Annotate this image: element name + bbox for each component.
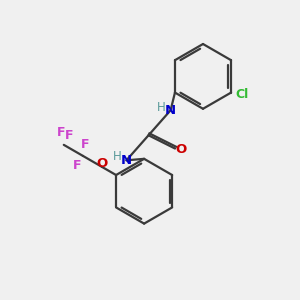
Text: F: F [57,126,65,139]
Text: Cl: Cl [235,88,248,100]
Text: H: H [157,101,166,114]
Text: F: F [73,159,82,172]
Text: O: O [175,143,187,157]
Text: N: N [165,104,176,117]
Text: F: F [65,129,74,142]
Text: H: H [112,150,122,163]
Text: N: N [121,154,132,167]
Text: O: O [96,157,108,170]
Text: F: F [81,138,89,151]
